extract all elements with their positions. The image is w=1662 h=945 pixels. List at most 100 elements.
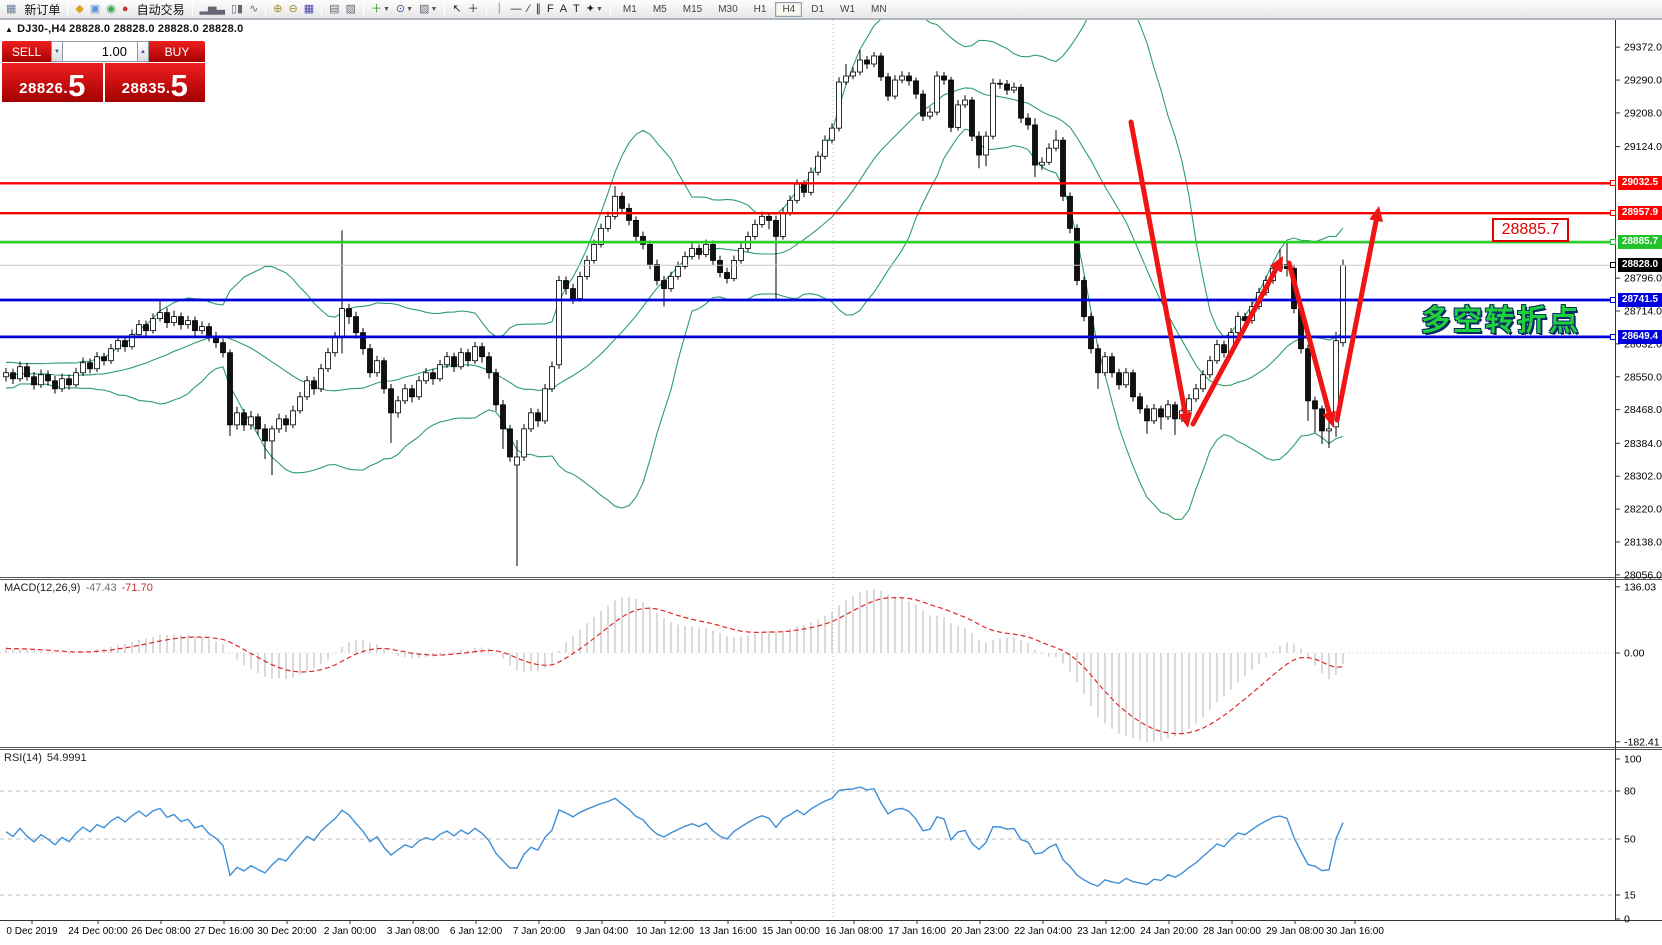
timeframe-d1[interactable]: D1 [811,3,825,15]
svg-text:9 Jan 04:00: 9 Jan 04:00 [576,926,629,937]
template-icon[interactable]: ▧ ▼ [419,2,438,15]
zoom-out-icon[interactable]: ⊖ [288,2,298,15]
svg-text:29 Jan 08:00: 29 Jan 08:00 [1266,926,1324,937]
add-indicator-icon[interactable]: ＋ ▼ [370,2,390,15]
svg-text:29208.0: 29208.0 [1624,107,1662,119]
sell-button[interactable]: SELL [2,41,51,62]
sell-price: 28826. [19,80,69,97]
volume-increase-button[interactable]: ▲ [137,41,149,62]
trend-arrows-object [1128,119,1383,428]
volume-input[interactable]: 1.00 [63,41,137,62]
vline-icon[interactable]: ｜ [493,2,505,15]
svg-text:-182.41: -182.41 [1624,736,1660,748]
main-chart-panel [0,20,1615,577]
timeframe-h1[interactable]: H1 [753,3,767,15]
buy-button[interactable]: BUY [149,41,205,62]
price-badge: 28741.5 [1618,292,1662,307]
svg-text:23 Jan 12:00: 23 Jan 12:00 [1077,926,1135,937]
timeframe-m15[interactable]: M15 [682,3,703,15]
symbol-collapse-icon[interactable]: ▲ [5,25,14,34]
timeframe-mn[interactable]: MN [871,3,887,15]
badge-connector-dot [1610,262,1616,269]
period-icon[interactable]: ⊙ ▼ [395,2,414,15]
price-badge: 29032.5 [1618,176,1662,191]
svg-text:6 Jan 12:00: 6 Jan 12:00 [450,926,503,937]
svg-text:20 Jan 23:00: 20 Jan 23:00 [951,926,1009,937]
svg-text:7 Jan 20:00: 7 Jan 20:00 [513,926,566,937]
hline-icon[interactable]: — [510,2,522,15]
tile-windows-icon[interactable]: ▦ [303,2,315,15]
bar-chart-icon[interactable]: ▂▅▃ [199,2,225,15]
svg-text:2 Jan 00:00: 2 Jan 00:00 [324,926,377,937]
macd-name: MACD(12,26,9) [4,582,81,594]
channel-icon[interactable]: ∥ [535,2,541,15]
buy-price-big-digit: 5 [170,68,188,103]
svg-text:28796.0: 28796.0 [1624,273,1662,285]
sell-price-button[interactable]: 28826. 5 [2,63,103,102]
svg-text:15 Jan 00:00: 15 Jan 00:00 [762,926,820,937]
buy-price: 28835. [121,80,171,97]
svg-text:26 Dec 08:00: 26 Dec 08:00 [131,926,191,937]
svg-text:100: 100 [1624,754,1642,766]
svg-text:28138.0: 28138.0 [1624,536,1662,548]
price-badge: 28885.7 [1618,235,1662,250]
autotrade-icon[interactable]: ● [121,2,129,15]
bb-middle [5,87,1344,392]
svg-text:17 Jan 16:00: 17 Jan 16:00 [888,926,946,937]
market-watch-icon[interactable]: ◉ [106,2,116,15]
toolbar-separator [609,2,611,16]
turning-point-text-object[interactable]: 多空转折点 [1421,305,1582,337]
price-axis-labels: 29372.0 29290.0 29208.0 29124.0 28796.0 28714… [1615,42,1662,926]
timeframe-m5[interactable]: M5 [652,3,667,15]
sell-price-big-digit: 5 [68,68,86,103]
auto-scroll-icon[interactable]: ▤ [329,2,340,15]
svg-text:3 Jan 08:00: 3 Jan 08:00 [387,926,440,937]
rsi-panel [0,751,1615,919]
crosshair-icon[interactable]: ＋ [467,2,479,15]
svg-text:16 Jan 08:00: 16 Jan 08:00 [825,926,883,937]
badge-connector-dot [1610,239,1616,246]
candle-chart-icon[interactable]: ▯▮ [230,2,244,15]
zoom-in-icon[interactable]: ⊕ [273,2,283,15]
timeframe-h4[interactable]: H4 [775,1,803,17]
macd-indicator-readout: MACD(12,26,9) -47.43 -71.70 [4,582,153,594]
line-chart-icon[interactable]: ∿ [249,2,259,15]
svg-text:0.00: 0.00 [1624,648,1645,660]
timeframe-m30[interactable]: M30 [718,3,738,15]
rsi-name: RSI(14) [4,752,42,764]
svg-text:29124.0: 29124.0 [1624,141,1662,153]
svg-text:24 Dec 00:00: 24 Dec 00:00 [68,926,128,937]
volume-decrease-button[interactable]: ▼ [51,41,63,62]
svg-text:13 Jan 16:00: 13 Jan 16:00 [699,926,757,937]
svg-text:50: 50 [1624,834,1636,846]
arrows-icon[interactable]: ✦ ▼ [585,2,603,15]
buy-price-button[interactable]: 28835. 5 [104,63,205,103]
svg-text:28056.0: 28056.0 [1624,569,1662,581]
rsi-value: 54.9991 [46,752,87,764]
toolbar-separator [444,2,446,16]
macd-signal-value: -71.70 [121,582,153,594]
price-level-label-object[interactable]: 28885.7 [1492,218,1569,242]
charts-profile-icon[interactable]: ▣ [89,2,101,15]
timeframe-m1[interactable]: M1 [622,3,637,15]
svg-text:22 Jan 04:00: 22 Jan 04:00 [1014,926,1072,937]
chart-shift-icon[interactable]: ▨ [345,2,356,15]
toolbar-separator [321,2,323,16]
new-order-icon[interactable]: ▦ [6,2,17,15]
badge-connector-dot [1610,296,1616,303]
fibonacci-icon[interactable]: F [546,2,554,15]
trendline-icon[interactable]: ∕ [527,2,530,15]
toolbar-separator [265,2,267,16]
new-order-label: 新订单 [24,2,61,17]
autotrade-label: 自动交易 [136,2,185,17]
symbol-ohlc-readout: ▲ DJ30-,H4 28828.0 28828.0 28828.0 28828.… [5,23,243,35]
cursor-icon[interactable]: ↖ [452,2,462,15]
macd-histogram [5,589,1344,743]
label-icon[interactable]: T [573,2,580,15]
metaeditor-icon[interactable]: ◆ [75,2,84,15]
text-icon[interactable]: A [559,2,568,15]
time-axis-labels: 0 Dec 2019 24 Dec 00:00 26 Dec 08:00 27 Dec… [6,920,1384,937]
timeframe-w1[interactable]: W1 [840,3,856,15]
